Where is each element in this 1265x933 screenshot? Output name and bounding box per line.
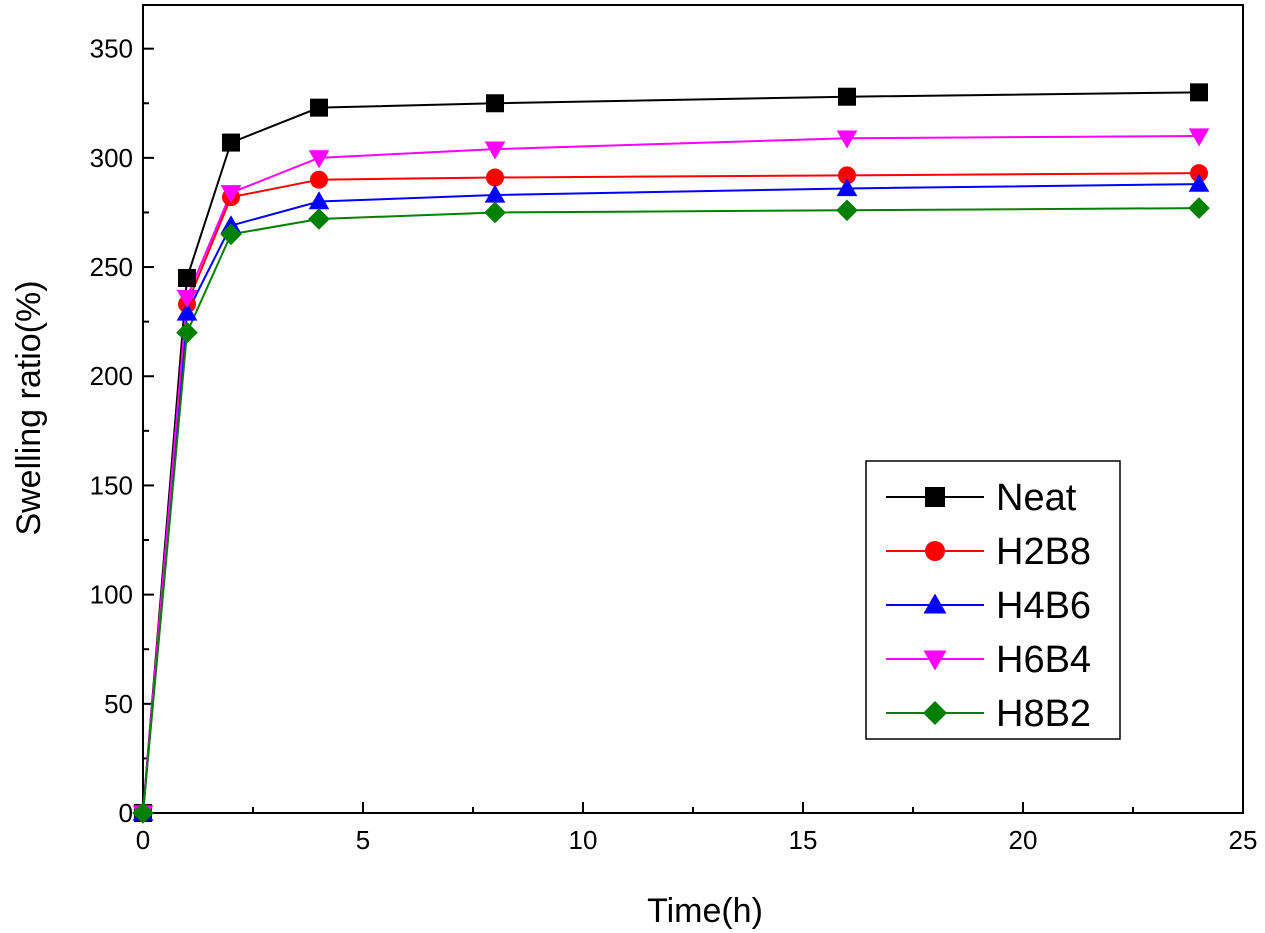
legend: Neat H2B8 H4B6 H6B4 H8B2 <box>865 460 1121 740</box>
legend-label-h2b8: H2B8 <box>996 531 1091 573</box>
data-point-neat <box>310 98 328 117</box>
data-point-h2b8 <box>310 170 328 189</box>
legend-label-h4b6: H4B6 <box>996 585 1091 627</box>
data-point-neat <box>486 94 504 113</box>
data-point-h6b4 <box>220 185 242 204</box>
data-point-neat <box>838 87 856 106</box>
legend-marker-h2b8 <box>925 541 945 561</box>
data-point-h6b4 <box>1188 128 1210 147</box>
x-tick-label: 15 <box>789 825 818 855</box>
x-tick-label: 0 <box>136 825 150 855</box>
data-point-neat <box>178 268 196 287</box>
legend-marker-h4b6 <box>923 593 947 614</box>
data-point-neat <box>1190 83 1208 102</box>
legend-box <box>865 460 1121 740</box>
x-tick-label: 20 <box>1009 825 1038 855</box>
y-tick-label: 100 <box>90 580 133 610</box>
legend-label-h6b4: H6B4 <box>996 639 1091 681</box>
legend-marker-h6b4 <box>923 650 947 671</box>
data-point-h8b2 <box>308 208 330 230</box>
y-tick-label: 300 <box>90 143 133 173</box>
data-point-h6b4 <box>484 141 506 160</box>
data-point-h8b2 <box>1188 197 1210 219</box>
data-point-h8b2 <box>132 802 154 824</box>
y-tick-label: 350 <box>90 34 133 64</box>
data-point-h4b6 <box>484 184 506 203</box>
data-point-h2b8 <box>1190 164 1208 183</box>
data-point-h6b4 <box>836 130 858 149</box>
y-tick-label: 150 <box>90 470 133 500</box>
data-point-h4b6 <box>1188 173 1210 192</box>
legend-label-neat: Neat <box>996 477 1077 519</box>
x-tick-label: 10 <box>569 825 598 855</box>
data-point-h4b6 <box>836 178 858 197</box>
y-axis-title: Swelling ratio(%) <box>10 280 48 535</box>
legend-label-h8b2: H8B2 <box>996 693 1091 735</box>
y-tick-label: 50 <box>104 689 133 719</box>
data-point-h8b2 <box>220 223 242 246</box>
legend-marker-neat <box>925 487 945 507</box>
data-point-h2b8 <box>486 168 504 187</box>
data-point-h4b6 <box>308 191 330 210</box>
data-point-h8b2 <box>836 199 858 222</box>
data-point-h2b8 <box>838 166 856 185</box>
x-tick-label: 5 <box>356 825 370 855</box>
y-tick-label: 250 <box>90 252 133 282</box>
data-point-h8b2 <box>176 321 198 344</box>
series-markers <box>132 83 1210 824</box>
data-point-neat <box>222 133 240 152</box>
y-tick-label: 200 <box>90 361 133 391</box>
x-tick-label: 25 <box>1229 825 1258 855</box>
data-point-h4b6 <box>176 302 198 321</box>
y-tick-label: 0 <box>119 798 133 828</box>
x-axis-title: Time(h) <box>647 892 763 930</box>
data-point-h6b4 <box>176 289 198 308</box>
data-point-h6b4 <box>308 150 330 169</box>
legend-marker-h8b2 <box>923 701 947 725</box>
data-point-h8b2 <box>484 201 506 224</box>
